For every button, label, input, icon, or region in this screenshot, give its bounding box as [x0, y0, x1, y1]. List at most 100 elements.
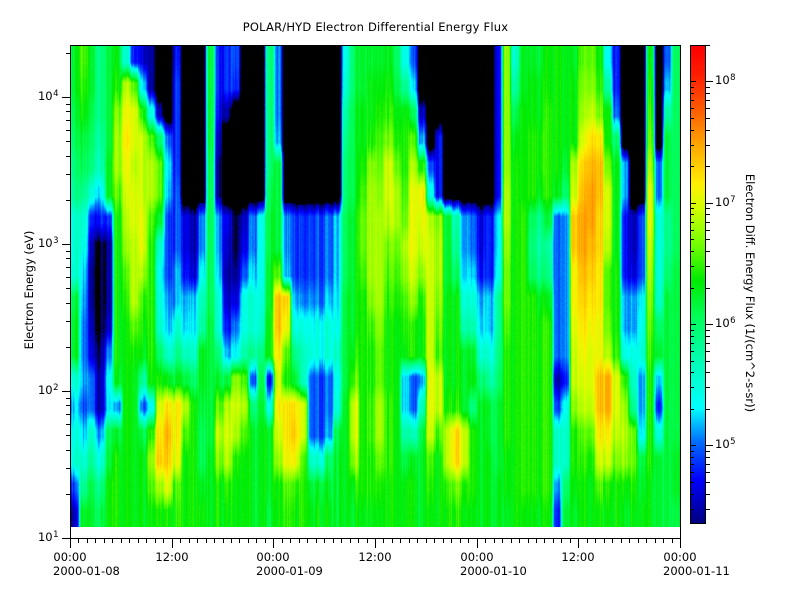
cb-tick-label: 106 — [715, 315, 736, 330]
x-minor-tick — [104, 539, 105, 543]
x-minor-tick — [112, 539, 113, 543]
y-minor-tick — [66, 141, 70, 142]
cb-minor-tick — [706, 93, 710, 94]
y-minor-tick — [66, 398, 70, 399]
cb-minor-tick — [706, 145, 710, 146]
x-minor-tick — [485, 539, 486, 543]
cb-minor-tick-left — [691, 230, 694, 231]
cb-minor-tick-left — [691, 214, 694, 215]
x-tick-date: 2000-01-08 — [53, 564, 120, 578]
x-minor-tick — [570, 539, 571, 543]
y-tick-label: 101 — [37, 529, 59, 544]
x-minor-tick — [604, 539, 605, 543]
x-minor-tick — [299, 539, 300, 543]
cb-minor-tick-left — [691, 100, 694, 101]
x-minor-tick — [180, 539, 181, 543]
cb-minor-tick-left — [691, 451, 694, 452]
x-minor-tick — [417, 539, 418, 543]
y-tick-label: 104 — [37, 88, 59, 103]
cb-minor-tick — [706, 361, 710, 362]
y-minor-tick — [66, 288, 70, 289]
x-tick-label: 12:00 — [561, 550, 595, 564]
cb-minor-tick — [706, 108, 710, 109]
x-minor-tick — [163, 539, 164, 543]
x-minor-tick — [655, 539, 656, 543]
x-major-tick — [680, 539, 681, 548]
x-minor-tick — [341, 539, 342, 543]
cb-minor-tick — [706, 214, 710, 215]
cb-major-tick — [706, 81, 713, 82]
cb-minor-tick — [706, 343, 710, 344]
cb-minor-tick-left — [691, 336, 694, 337]
cb-minor-tick-left — [691, 239, 694, 240]
cb-minor-tick — [706, 222, 710, 223]
cb-tick-label: 108 — [715, 72, 736, 87]
cb-minor-tick-left — [691, 145, 694, 146]
cb-minor-tick — [706, 409, 710, 410]
x-minor-tick — [333, 539, 334, 543]
y-major-tick — [62, 244, 70, 245]
cb-minor-tick-left — [691, 372, 694, 373]
x-minor-tick — [629, 539, 630, 543]
cb-minor-tick — [706, 100, 710, 101]
cb-minor-tick — [706, 387, 710, 388]
cb-minor-tick — [706, 266, 710, 267]
x-minor-tick — [197, 539, 198, 543]
x-minor-tick — [231, 539, 232, 543]
y-minor-tick — [66, 405, 70, 406]
x-minor-tick — [528, 539, 529, 543]
x-minor-tick — [638, 539, 639, 543]
x-minor-tick — [544, 539, 545, 543]
cb-minor-tick — [706, 336, 710, 337]
y-minor-tick — [66, 450, 70, 451]
cb-minor-tick-left — [691, 343, 694, 344]
x-minor-tick — [511, 539, 512, 543]
cb-minor-tick — [706, 239, 710, 240]
x-tick-label: 00:00 — [53, 550, 87, 564]
x-minor-tick — [78, 539, 79, 543]
y-tick-label: 102 — [37, 382, 59, 397]
cb-minor-tick — [706, 208, 710, 209]
x-minor-tick — [553, 539, 554, 543]
cb-tick-label: 105 — [715, 436, 736, 451]
y-minor-tick — [66, 251, 70, 252]
cb-minor-tick — [706, 372, 710, 373]
x-minor-tick — [282, 539, 283, 543]
x-tick-label: 00:00 — [460, 550, 494, 564]
cb-minor-tick — [706, 230, 710, 231]
cb-minor-tick-left — [691, 208, 694, 209]
cb-minor-tick-left — [691, 108, 694, 109]
x-minor-tick — [646, 539, 647, 543]
x-minor-tick — [138, 539, 139, 543]
x-minor-tick — [256, 539, 257, 543]
y-tick-label: 103 — [37, 235, 59, 250]
x-minor-tick — [324, 539, 325, 543]
x-tick-label: 00:00 — [256, 550, 290, 564]
y-minor-tick — [66, 130, 70, 131]
x-minor-tick — [316, 539, 317, 543]
x-tick-label: 00:00 — [663, 550, 697, 564]
x-tick-date: 2000-01-09 — [256, 564, 323, 578]
y-major-tick — [62, 538, 70, 539]
x-minor-tick — [612, 539, 613, 543]
x-minor-tick — [519, 539, 520, 543]
x-minor-tick — [155, 539, 156, 543]
x-tick-date: 2000-01-10 — [460, 564, 527, 578]
cb-minor-tick-left — [691, 482, 694, 483]
x-minor-tick — [239, 539, 240, 543]
y-minor-tick — [66, 267, 70, 268]
y-minor-tick — [66, 414, 70, 415]
x-tick-date: 2000-01-11 — [663, 564, 730, 578]
x-minor-tick — [561, 539, 562, 543]
x-minor-tick — [400, 539, 401, 543]
cb-minor-tick-left — [691, 45, 694, 46]
y-minor-tick — [66, 468, 70, 469]
x-minor-tick — [307, 539, 308, 543]
x-minor-tick — [460, 539, 461, 543]
cb-minor-tick — [706, 464, 710, 465]
x-minor-tick — [129, 539, 130, 543]
cb-minor-tick — [706, 494, 710, 495]
cb-major-tick-left — [691, 324, 696, 325]
y-minor-tick — [66, 104, 70, 105]
